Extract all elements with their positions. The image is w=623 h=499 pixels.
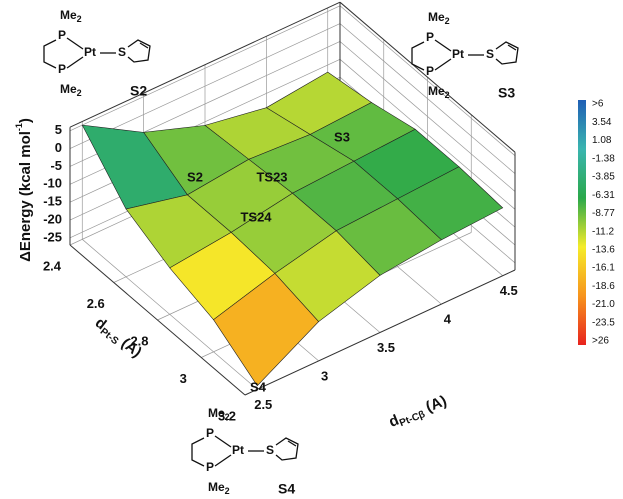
- x-tick-label: 2.4: [43, 258, 62, 273]
- colorbar-label: -13.6: [592, 244, 615, 255]
- point-label: S2: [187, 169, 203, 184]
- z-axis-label-end: ): [17, 118, 34, 123]
- structure-label: S2: [130, 83, 147, 99]
- platinum: Pt: [232, 443, 244, 457]
- bond: [192, 438, 204, 466]
- bond: [67, 38, 83, 49]
- point-label: TS23: [256, 169, 287, 184]
- colorbar-label: 1.08: [592, 135, 612, 146]
- point-label: S4: [250, 379, 267, 394]
- platinum: Pt: [84, 45, 96, 59]
- bond: [496, 42, 518, 64]
- sulfur: S: [266, 443, 274, 457]
- methyl-text: Me: [60, 82, 77, 96]
- colorbar-label: -18.6: [592, 281, 615, 292]
- colorbar-label: -16.1: [592, 263, 615, 274]
- y-axis-label-unit: (A): [423, 392, 449, 416]
- methyl-text: Me: [428, 10, 445, 24]
- bond: [276, 438, 298, 460]
- structure-label: S3: [498, 85, 515, 101]
- x-axis-label-sub: Pt-S: [98, 326, 121, 347]
- z-tick-label: -5: [50, 158, 62, 173]
- colorbar-label: >26: [592, 336, 609, 347]
- methyl-text: Me: [60, 8, 77, 22]
- methyl: Me2: [208, 480, 230, 496]
- methyl-sub: 2: [77, 88, 82, 98]
- z-axis-label-sup: -1: [14, 123, 24, 131]
- methyl: Me2: [428, 10, 450, 26]
- bond: [215, 455, 231, 466]
- colorbar-label: 3.54: [592, 117, 612, 128]
- phosphorus: P: [426, 30, 434, 44]
- colorbar-label: -6.31: [592, 190, 615, 201]
- colorbar-label: -1.38: [592, 153, 615, 164]
- bond: [67, 57, 83, 68]
- point-label: S3: [334, 129, 350, 144]
- methyl-sub: 2: [445, 90, 450, 100]
- chart: 50-5-10-15-20-252.533.544.52.42.62.833.2…: [0, 0, 623, 499]
- z-tick-label: -20: [43, 211, 62, 226]
- colorbar-label: -21.0: [592, 299, 615, 310]
- y-tick-label: 4.5: [500, 283, 518, 298]
- phosphorus: P: [206, 460, 214, 474]
- structure-label: S4: [278, 481, 295, 497]
- z-tick-label: -25: [43, 229, 62, 244]
- z-tick-label: 0: [55, 140, 62, 155]
- bond: [215, 436, 231, 447]
- y-axis-label: dPt-Cβ(A): [386, 392, 449, 432]
- y-tick-label: 2.5: [254, 397, 272, 412]
- colorbar-label: -23.5: [592, 317, 615, 328]
- bond: [44, 40, 56, 68]
- z-axis-label-main: ΔEnergy (kcal mol: [17, 131, 34, 262]
- phosphorus: P: [206, 426, 214, 440]
- sulfur: S: [118, 45, 126, 59]
- methyl-sub: 2: [225, 412, 230, 422]
- z-tick-label: -15: [43, 194, 62, 209]
- colorbar-label: -8.77: [592, 208, 615, 219]
- y-tick-label: 4: [444, 312, 452, 327]
- methyl-text: Me: [428, 84, 445, 98]
- methyl-sub: 2: [225, 486, 230, 496]
- phosphorus: P: [426, 64, 434, 78]
- phosphorus: P: [58, 28, 66, 42]
- methyl-sub: 2: [445, 16, 450, 26]
- methyl-sub: 2: [77, 14, 82, 24]
- methyl: Me2: [428, 84, 450, 100]
- y-tick-label: 3: [321, 368, 328, 383]
- y-axis-label-sub: Pt-Cβ: [398, 409, 427, 429]
- bond: [435, 40, 451, 51]
- platinum: Pt: [452, 47, 464, 61]
- x-tick-label: 2.6: [87, 296, 105, 311]
- colorbar-label: -11.2: [592, 226, 614, 237]
- bond: [128, 40, 150, 62]
- methyl-text: Me: [208, 480, 225, 494]
- sulfur: S: [486, 47, 494, 61]
- colorbar-label: >6: [592, 99, 604, 110]
- colorbar: [578, 100, 586, 345]
- x-tick-label: 3: [180, 371, 187, 386]
- colorbar-label: -3.85: [592, 172, 615, 183]
- methyl: Me2: [60, 82, 82, 98]
- z-tick-label: 5: [55, 122, 62, 137]
- methyl-text: Me: [208, 406, 225, 420]
- z-tick-label: -10: [43, 176, 62, 191]
- methyl: Me2: [60, 8, 82, 24]
- phosphorus: P: [58, 62, 66, 76]
- y-tick-label: 3.5: [377, 340, 395, 355]
- bond: [435, 59, 451, 70]
- z-axis-label: ΔEnergy (kcal mol-1): [14, 118, 34, 262]
- point-label: TS24: [240, 209, 272, 224]
